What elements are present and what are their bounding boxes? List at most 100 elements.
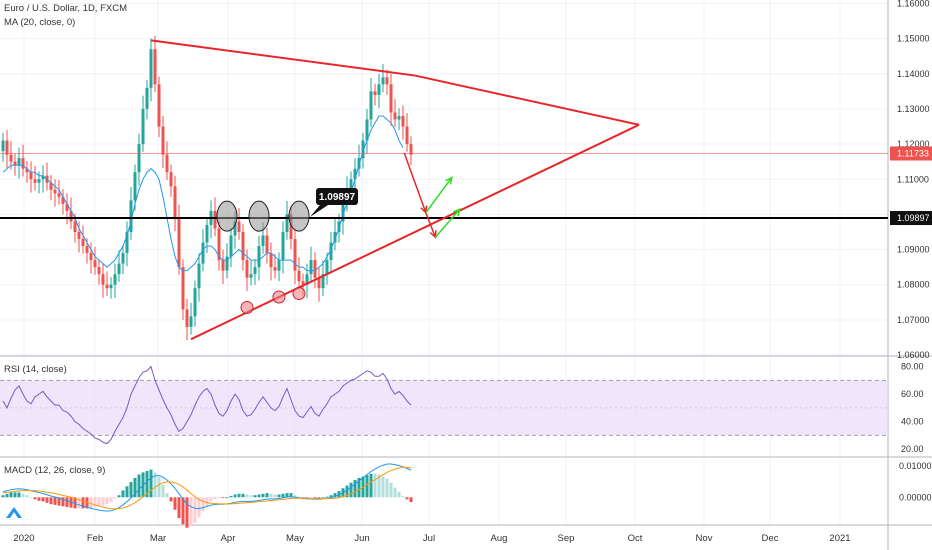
price-tick-label: 1.07000	[897, 315, 930, 325]
macd-histogram-bar	[345, 485, 349, 498]
candle-body	[365, 119, 369, 141]
candle-body	[381, 77, 385, 85]
candle-body	[81, 239, 85, 247]
macd-histogram-bar	[313, 497, 317, 499]
candle-body	[217, 228, 221, 261]
candle-body	[41, 175, 45, 180]
macd-histogram-bar	[41, 497, 45, 502]
macd-histogram-bar	[17, 492, 21, 498]
rsi-line	[2, 365, 412, 445]
candle-body	[273, 267, 277, 271]
candle-body	[369, 91, 373, 120]
time-tick-label: Apr	[221, 533, 236, 544]
macd-histogram-bar	[189, 497, 193, 527]
macd-histogram-bar	[201, 497, 205, 512]
candle-body	[169, 172, 173, 187]
candle-body	[113, 274, 117, 285]
macd-tick-label: 0.00000	[899, 492, 932, 502]
time-tick-label: Oct	[628, 533, 643, 544]
candle-body	[213, 210, 217, 229]
price-axis[interactable]: 1.060001.070001.080001.090001.100001.110…	[890, 0, 932, 502]
macd-histogram-bar	[337, 491, 341, 498]
macd-histogram-bar	[173, 497, 177, 510]
macd-histogram-bar	[77, 497, 81, 509]
candle-body	[309, 260, 313, 275]
macd-histogram-bar	[409, 497, 413, 503]
pink-circle-marker	[240, 301, 254, 315]
price-tick-label: 1.09000	[897, 245, 930, 255]
macd-histogram-bar	[177, 497, 181, 519]
macd-histogram-bar	[157, 477, 161, 498]
candle-body	[193, 288, 197, 317]
candle-body	[125, 231, 129, 254]
tradingview-logo-icon[interactable]	[5, 505, 23, 519]
symbol-title: Euro / U.S. Dollar, 1D, FXCM	[4, 3, 128, 14]
macd-histogram-bar	[393, 487, 397, 498]
ma-legend: MA (20, close, 0)	[4, 17, 76, 28]
candle-body	[233, 221, 237, 236]
ma-line	[2, 115, 404, 272]
time-tick-label: Feb	[87, 533, 103, 544]
candle-body	[361, 140, 365, 159]
macd-histogram-bar	[61, 497, 65, 507]
candle-body	[277, 260, 281, 271]
macd-histogram-bar	[45, 497, 49, 503]
rsi-pane	[0, 365, 888, 445]
macd-histogram-bar	[241, 493, 245, 498]
candle-body	[229, 235, 233, 257]
candle-body	[73, 221, 77, 232]
callout-pointer	[310, 205, 328, 217]
candle-body	[197, 263, 201, 289]
candle-body	[377, 84, 381, 95]
candle-body	[221, 260, 225, 271]
macd-histogram-bar	[389, 482, 393, 498]
candle-body	[13, 161, 17, 166]
candle-body	[317, 277, 321, 289]
macd-line	[2, 463, 412, 512]
macd-histogram-bar	[297, 496, 301, 498]
candle-body	[33, 179, 37, 183]
price-pane: 1.09897	[0, 35, 888, 341]
candle-body	[189, 316, 193, 327]
triangle-upper-line	[150, 39, 640, 126]
candle-body	[21, 158, 25, 169]
macd-histogram-bar	[1, 495, 5, 498]
candle-body	[241, 231, 245, 261]
macd-histogram-bar	[121, 490, 125, 498]
pink-circle-marker	[292, 286, 306, 300]
macd-histogram-bar	[29, 497, 33, 499]
macd-histogram-bar	[185, 497, 189, 528]
macd-histogram-bar	[309, 497, 313, 499]
time-axis[interactable]: 2020 Feb Mar Apr May Jun Jul Aug Sep Oct Nov Dec 202…	[13, 533, 850, 544]
macd-histogram-bar	[101, 497, 105, 506]
macd-histogram-bar	[57, 497, 61, 506]
time-tick-label: Mar	[150, 533, 166, 544]
macd-histogram-bar	[33, 497, 37, 500]
candle-body	[257, 246, 261, 268]
macd-histogram-bar	[281, 493, 285, 498]
candle-body	[205, 224, 209, 243]
macd-histogram-bar	[321, 497, 325, 499]
candle-body	[61, 196, 65, 204]
candle-body	[153, 49, 157, 85]
macd-tick-label: 0.01000	[899, 461, 932, 471]
projection-up-arrow	[434, 208, 461, 238]
callout-label: 1.09897	[319, 192, 356, 203]
macd-histogram-bar	[181, 497, 185, 525]
macd-histogram-bar	[401, 495, 405, 498]
level-price-tag	[890, 211, 932, 226]
candle-body	[397, 115, 401, 120]
macd-pane	[1, 463, 413, 528]
candle-body	[85, 246, 89, 254]
candle-body	[121, 253, 125, 264]
candle-body	[289, 214, 293, 240]
price-tick-label: 1.14000	[897, 69, 930, 79]
current-price-tag-label: 1.11733	[897, 148, 929, 158]
macd-histogram-bar	[129, 482, 133, 498]
candle-body	[265, 235, 269, 254]
macd-histogram-bar	[289, 493, 293, 498]
candle-body	[285, 214, 289, 232]
candle-body	[261, 235, 265, 247]
candle-body	[145, 87, 149, 109]
